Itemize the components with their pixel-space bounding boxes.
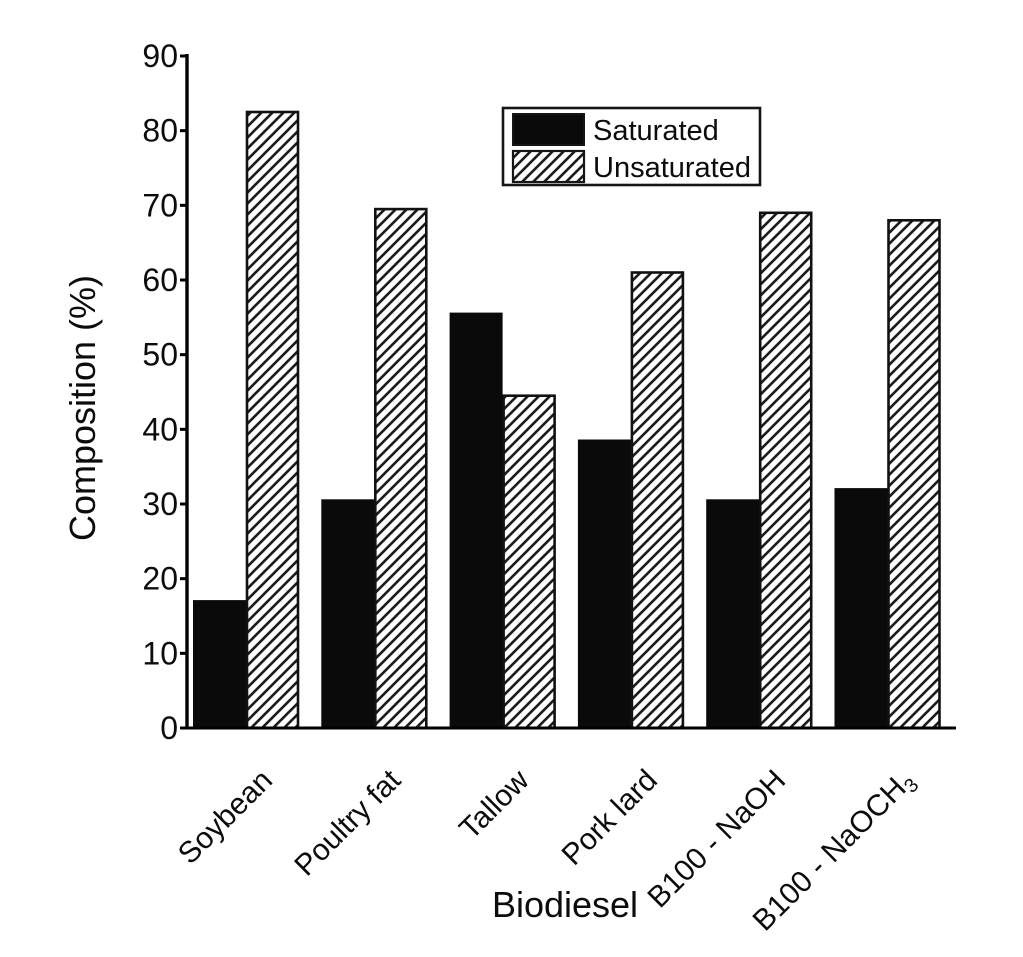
bar-b100-naoh-unsaturated xyxy=(758,211,813,730)
bar-poultry-fat-saturated xyxy=(321,499,375,729)
subscript: 3 xyxy=(900,774,923,797)
x-axis-title: Biodiesel xyxy=(492,884,638,925)
bar-tallow-unsaturated xyxy=(502,394,556,730)
bar-b100-naoch3-saturated xyxy=(834,488,888,729)
legend-label-unsaturated: Unsaturated xyxy=(593,152,751,184)
bar-soybean-unsaturated xyxy=(245,110,300,730)
bar-b100-naoh-saturated xyxy=(706,499,760,729)
y-tick-label: 0 xyxy=(160,710,178,746)
legend-label-saturated: Saturated xyxy=(593,115,719,147)
legend: Saturated Unsaturated xyxy=(501,106,762,187)
x-tick-label-soybean: Soybean xyxy=(172,764,279,871)
y-tick-label: 40 xyxy=(142,411,178,447)
y-axis: 0 10 20 30 40 50 60 70 80 90 xyxy=(142,38,189,746)
bar-pork-lard-unsaturated xyxy=(630,271,685,730)
bar-b100-naoch3-unsaturated xyxy=(887,219,941,730)
y-tick-label: 50 xyxy=(142,337,178,373)
bar-pork-lard-saturated xyxy=(577,439,631,729)
y-tick-label: 30 xyxy=(142,486,178,522)
y-tick-label: 60 xyxy=(142,262,178,298)
y-tick-label: 10 xyxy=(142,635,178,671)
bar-soybean-saturated xyxy=(193,600,246,729)
y-tick-label: 70 xyxy=(142,187,178,223)
y-tick-label: 80 xyxy=(142,113,178,149)
y-tick-label: 90 xyxy=(142,38,178,74)
bars-group xyxy=(193,110,941,730)
legend-swatch-unsaturated xyxy=(511,149,586,184)
y-tick-label: 20 xyxy=(142,561,178,597)
bar-poultry-fat-unsaturated xyxy=(373,207,428,730)
x-tick-label-poultry-fat: Poultry fat xyxy=(288,763,407,882)
legend-swatch-saturated xyxy=(512,113,585,146)
bar-tallow-saturated xyxy=(449,312,503,729)
x-tick-label-pork-lard: Pork lard xyxy=(556,764,664,872)
x-tick-label-tallow: Tallow xyxy=(453,763,536,846)
y-axis-title: Composition (%) xyxy=(62,275,103,541)
